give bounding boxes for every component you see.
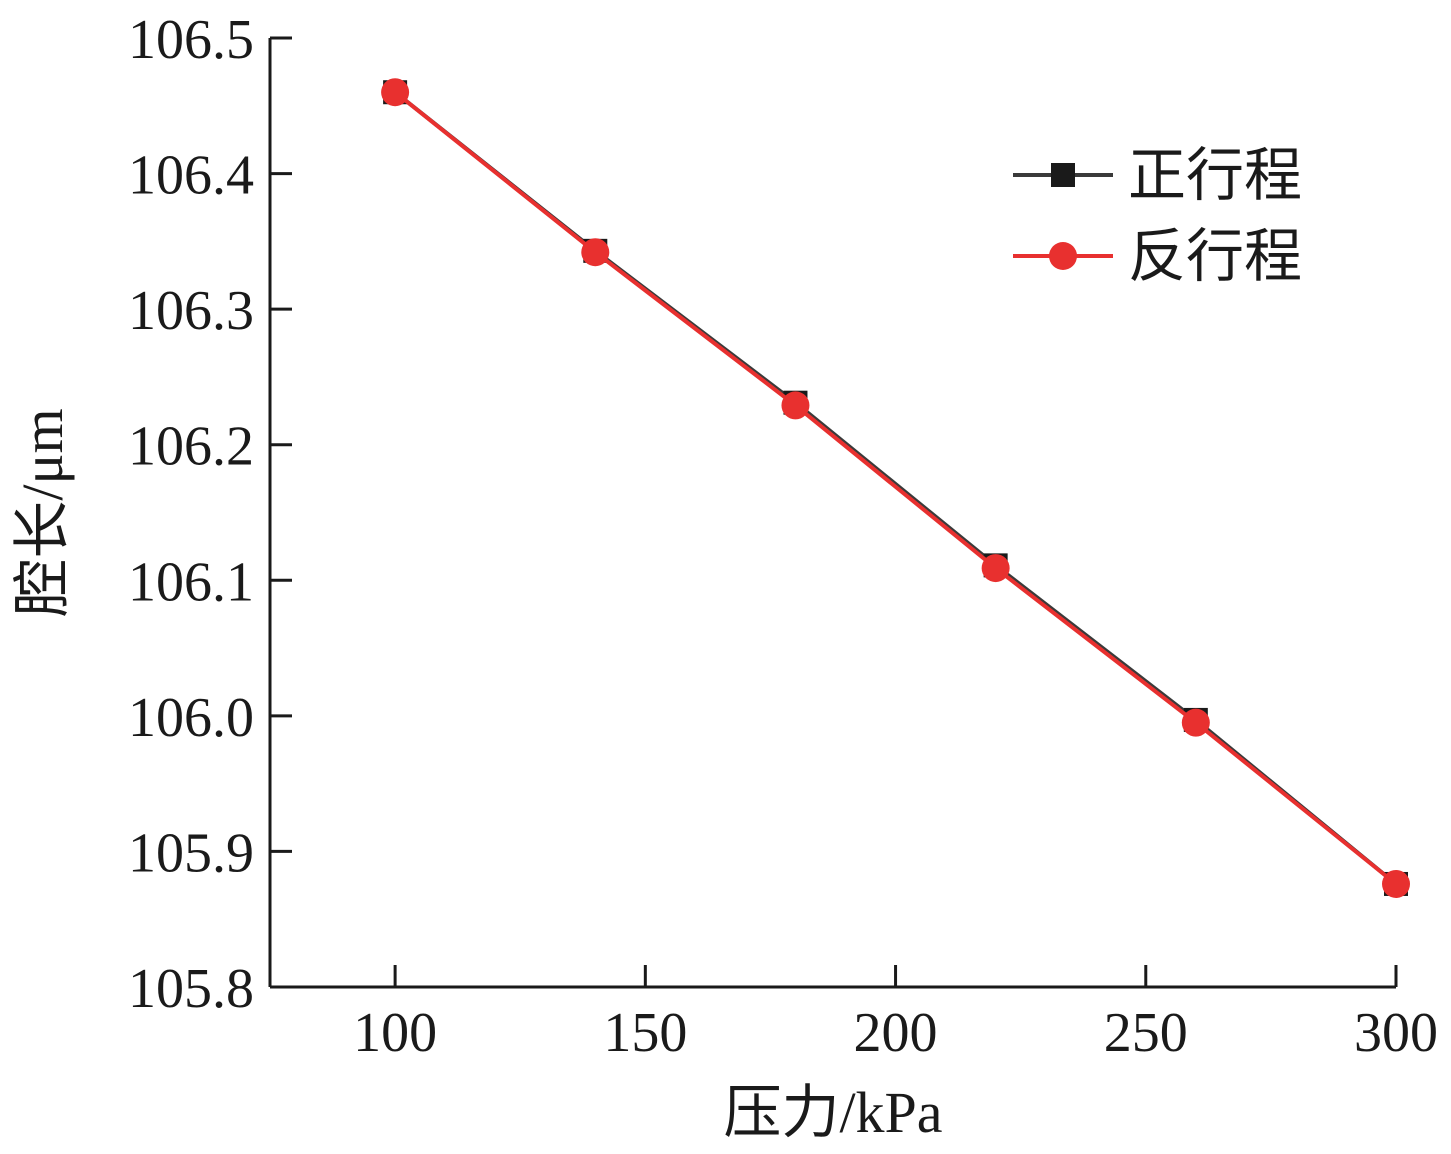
legend-label-forward: 正行程 <box>1128 143 1302 208</box>
y-tick-label: 105.9 <box>128 822 254 884</box>
data-point-circle <box>1181 708 1210 737</box>
y-tick-label: 105.8 <box>128 958 254 1020</box>
legend-marker-circle <box>1049 242 1077 270</box>
data-point-circle <box>981 554 1010 583</box>
data-point-circle <box>581 238 610 267</box>
data-point-circle <box>1382 869 1410 898</box>
legend-marker-square <box>1051 163 1075 187</box>
y-tick-label: 106.3 <box>128 280 254 342</box>
series-reverse <box>381 78 1410 898</box>
x-tick-label: 300 <box>1354 1002 1438 1064</box>
data-point-circle <box>381 78 410 107</box>
y-tick-label: 106.2 <box>128 416 254 478</box>
y-tick-label: 106.5 <box>128 9 254 71</box>
x-axis-ticks: 100 150 200 250 300 <box>353 965 1438 1064</box>
y-tick-label: 106.0 <box>128 687 254 749</box>
y-tick-label: 106.4 <box>128 145 254 207</box>
x-tick-label: 200 <box>854 1002 938 1064</box>
legend-item-reverse: 反行程 <box>1013 224 1302 289</box>
series <box>381 78 1410 898</box>
y-tick-label: 106.1 <box>128 551 254 613</box>
data-point-circle <box>781 391 810 420</box>
x-tick-label: 150 <box>603 1002 687 1064</box>
legend-label-reverse: 反行程 <box>1128 224 1302 289</box>
y-axis-title: 腔长/μm <box>10 408 75 616</box>
x-axis-title: 压力/kPa <box>723 1080 942 1145</box>
y-axis-ticks: 105.8 105.9 106.0 106.1 106.2 106.3 106.4 106.5 <box>128 9 292 1020</box>
x-tick-label: 100 <box>353 1002 437 1064</box>
legend: 正行程 反行程 <box>1013 143 1302 289</box>
x-tick-label: 250 <box>1104 1002 1188 1064</box>
axes <box>268 38 1396 989</box>
legend-item-forward: 正行程 <box>1013 143 1302 208</box>
series-line <box>393 90 1398 886</box>
